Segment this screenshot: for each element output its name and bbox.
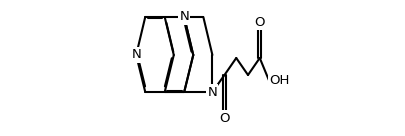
Text: N: N <box>207 86 217 98</box>
Text: OH: OH <box>269 73 289 86</box>
Text: N: N <box>179 10 189 24</box>
Text: O: O <box>219 112 230 124</box>
Text: O: O <box>254 16 265 29</box>
Text: N: N <box>131 49 141 61</box>
